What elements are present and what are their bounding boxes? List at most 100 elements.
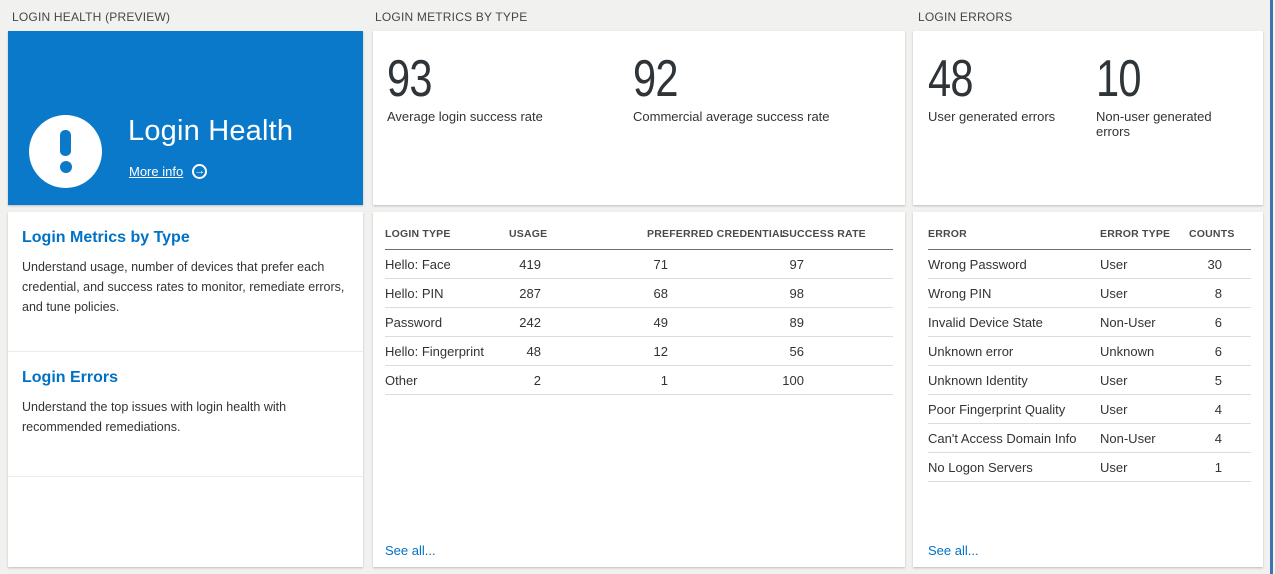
table-cell: 287 bbox=[509, 278, 541, 308]
spacer-cell bbox=[1222, 249, 1251, 279]
stat-value: 92 bbox=[633, 50, 678, 108]
spacer-cell bbox=[541, 307, 647, 337]
column-header-counts: COUNTS bbox=[1189, 220, 1234, 250]
spacer-cell bbox=[1222, 307, 1251, 337]
login-health-sections-card: Login Metrics by Type Understand usage, … bbox=[8, 212, 363, 567]
table-row[interactable]: Can't Access Domain Info Non-User 4 bbox=[928, 423, 1251, 453]
more-info-label: More info bbox=[129, 164, 184, 179]
spacer-cell bbox=[668, 278, 782, 308]
table-cell: 4 bbox=[1189, 394, 1222, 424]
stat-average-success-rate: 93 Average login success rate bbox=[387, 53, 543, 124]
see-all-link[interactable]: See all... bbox=[928, 543, 979, 558]
spacer-cell bbox=[804, 365, 893, 395]
table-cell: Can't Access Domain Info bbox=[928, 423, 1100, 453]
table-cell: 1 bbox=[1189, 452, 1222, 482]
table-row[interactable]: Other 2 1 100 bbox=[385, 365, 893, 395]
spacer-cell bbox=[1222, 365, 1251, 395]
table-cell: Other bbox=[385, 365, 509, 395]
table-row[interactable]: Unknown error Unknown 6 bbox=[928, 336, 1251, 366]
table-cell: User bbox=[1100, 452, 1189, 482]
column-header-error-type: ERROR TYPE bbox=[1100, 220, 1189, 250]
spacer-cell bbox=[668, 365, 782, 395]
table-cell: Hello: Fingerprint bbox=[385, 336, 509, 366]
table-cell: 2 bbox=[509, 365, 541, 395]
column-header-login-errors: LOGIN ERRORS bbox=[918, 10, 1013, 24]
see-all-link[interactable]: See all... bbox=[385, 543, 436, 558]
tile-title: Login Health bbox=[128, 115, 294, 147]
stat-non-user-generated-errors: 10 Non-user generated errors bbox=[1096, 53, 1236, 139]
table-header-row: LOGIN TYPE USAGE PREFERRED CREDENTIAL SU… bbox=[385, 220, 893, 250]
spacer-cell bbox=[541, 278, 647, 308]
table-cell: User bbox=[1100, 249, 1189, 279]
exclamation-bar bbox=[60, 130, 71, 156]
table-row[interactable]: Password 242 49 89 bbox=[385, 307, 893, 337]
login-metrics-table-card: LOGIN TYPE USAGE PREFERRED CREDENTIAL SU… bbox=[373, 212, 905, 567]
spacer-cell bbox=[804, 336, 893, 366]
section-description: Understand the top issues with login hea… bbox=[22, 400, 287, 434]
table-cell: 12 bbox=[647, 336, 668, 366]
table-row[interactable]: Hello: PIN 287 68 98 bbox=[385, 278, 893, 308]
table-cell: 68 bbox=[647, 278, 668, 308]
spacer-cell bbox=[1222, 336, 1251, 366]
exclamation-dot bbox=[59, 161, 72, 173]
spacer-cell bbox=[541, 365, 647, 395]
table-cell: 4 bbox=[1189, 423, 1222, 453]
column-header-login-type: LOGIN TYPE bbox=[385, 220, 509, 250]
table-cell: 98 bbox=[782, 278, 804, 308]
spacer-cell bbox=[804, 307, 893, 337]
section-title: Login Metrics by Type bbox=[22, 229, 190, 246]
stat-value: 93 bbox=[387, 50, 432, 108]
stat-value: 48 bbox=[928, 50, 973, 108]
table-cell: 5 bbox=[1189, 365, 1222, 395]
spacer-cell bbox=[1222, 423, 1251, 453]
table-cell: Invalid Device State bbox=[928, 307, 1100, 337]
table-row[interactable]: Hello: Fingerprint 48 12 56 bbox=[385, 336, 893, 366]
column-header-success-rate: SUCCESS RATE bbox=[782, 220, 866, 250]
table-cell: 56 bbox=[782, 336, 804, 366]
spacer-cell bbox=[668, 249, 782, 279]
table-cell: User bbox=[1100, 394, 1189, 424]
spacer-header bbox=[1222, 220, 1251, 250]
table-row[interactable]: Wrong Password User 30 bbox=[928, 249, 1251, 279]
table-cell: 48 bbox=[509, 336, 541, 366]
spacer-cell bbox=[668, 336, 782, 366]
table-cell: Non-User bbox=[1100, 307, 1189, 337]
table-row[interactable]: Unknown Identity User 5 bbox=[928, 365, 1251, 395]
table-row[interactable]: Poor Fingerprint Quality User 4 bbox=[928, 394, 1251, 424]
table-cell: User bbox=[1100, 365, 1189, 395]
table-row[interactable]: Wrong PIN User 8 bbox=[928, 278, 1251, 308]
stat-label: Average login success rate bbox=[387, 109, 543, 124]
section-login-errors[interactable]: Login Errors Understand the top issues w… bbox=[8, 369, 363, 477]
warning-icon bbox=[29, 115, 102, 188]
arrow-right-icon[interactable]: → bbox=[192, 164, 208, 179]
table-cell: Poor Fingerprint Quality bbox=[928, 394, 1100, 424]
stat-user-generated-errors: 48 User generated errors bbox=[928, 53, 1055, 124]
table-row[interactable]: No Logon Servers User 1 bbox=[928, 452, 1251, 482]
table-cell: Non-User bbox=[1100, 423, 1189, 453]
table-cell: 1 bbox=[647, 365, 668, 395]
adjacent-blade-edge bbox=[1270, 0, 1273, 574]
login-health-tile[interactable]: Login Health More info → bbox=[8, 31, 363, 205]
login-metrics-stats-card: 93 Average login success rate 92 Commerc… bbox=[373, 31, 905, 205]
table-cell: Unknown bbox=[1100, 336, 1189, 366]
section-login-metrics-by-type[interactable]: Login Metrics by Type Understand usage, … bbox=[8, 229, 363, 352]
section-description: Understand usage, number of devices that… bbox=[22, 260, 345, 314]
table-cell: 100 bbox=[782, 365, 804, 395]
table-row[interactable]: Invalid Device State Non-User 6 bbox=[928, 307, 1251, 337]
table-row[interactable]: Hello: Face 419 71 97 bbox=[385, 249, 893, 279]
spacer-header bbox=[804, 220, 893, 250]
more-info-link[interactable]: More info → bbox=[129, 164, 208, 179]
column-header-error: ERROR bbox=[928, 220, 1100, 250]
spacer-cell bbox=[541, 336, 647, 366]
spacer-header bbox=[541, 220, 647, 250]
spacer-cell bbox=[804, 278, 893, 308]
spacer-cell bbox=[1222, 394, 1251, 424]
table-cell: 8 bbox=[1189, 278, 1222, 308]
login-errors-table: ERROR ERROR TYPE COUNTS Wrong Password Us… bbox=[928, 220, 1251, 482]
table-cell: No Logon Servers bbox=[928, 452, 1100, 482]
table-cell: 419 bbox=[509, 249, 541, 279]
login-metrics-table: LOGIN TYPE USAGE PREFERRED CREDENTIAL SU… bbox=[385, 220, 893, 395]
table-cell: 6 bbox=[1189, 307, 1222, 337]
table-cell: 71 bbox=[647, 249, 668, 279]
